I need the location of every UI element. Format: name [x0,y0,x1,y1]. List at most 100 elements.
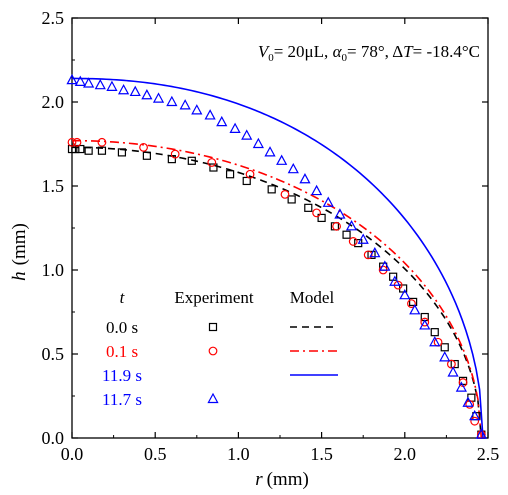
legend-label: 0.0 s [106,318,138,337]
legend-marker [208,346,218,356]
model-lines [71,77,484,439]
data-point-2 [357,233,369,244]
data-point-2 [299,173,311,184]
data-point-2 [66,73,78,85]
data-point-2 [74,75,86,86]
data-point-2 [216,115,228,127]
data-point-1 [67,137,77,147]
data-point-1 [97,137,107,147]
data-point-2 [419,319,431,330]
y-tick-label: 2.5 [42,8,65,28]
x-tick-label: 0.5 [144,444,167,464]
data-point-1 [207,158,217,167]
data-point-1 [139,142,148,152]
legend-rows: 0.0 s 0.1 s 11.9 s 11.7 s [102,318,338,409]
data-point-0 [84,146,93,155]
legend-label: 0.1 s [106,342,138,361]
data-point-2 [264,146,276,157]
model-line-2 [72,77,484,439]
data-point-0 [117,148,127,157]
legend-header-model: Model [290,288,335,307]
x-axis-title: r (mm) [255,469,309,490]
data-point-2 [409,304,421,315]
data-point-0 [287,195,296,204]
data-point-1 [170,149,180,159]
data-point-2 [141,89,153,100]
data-point-1 [348,237,358,246]
data-point-2 [455,381,467,392]
data-point-2 [191,104,203,115]
data-point-2 [166,95,178,107]
legend-header-experiment: Experiment [174,288,254,307]
data-point-2 [229,122,241,133]
data-point-2 [83,77,95,88]
data-point-1 [312,208,322,218]
data-point-0 [440,343,449,352]
data-point-2 [345,220,358,231]
data-point-0 [304,203,313,212]
x-tick-label: 0.0 [61,444,84,464]
model-line-0 [71,146,483,439]
data-point-1 [420,317,430,327]
data-point-1 [245,169,255,179]
x-tick-label: 2.5 [477,444,500,464]
data-point-0 [242,176,251,186]
data-point-2 [429,335,441,347]
data-point-1 [280,189,290,199]
data-point-0 [97,146,107,155]
data-point-2 [447,366,459,377]
data-point-2 [379,260,391,271]
legend-label: 11.7 s [102,390,142,409]
y-tick-label: 1.0 [42,260,65,280]
data-point-1 [363,250,373,260]
x-tick-label: 1.0 [227,444,250,464]
data-point-0 [76,144,85,154]
y-axis-title: h(mm) [9,223,30,281]
data-point-2 [129,85,141,97]
data-point-0 [430,328,439,337]
data-point-2 [252,137,264,149]
legend-header-t: t [120,288,126,307]
axis-ticks: 0.0 0.5 1.0 1.5 2.0 2.5 0.0 0.5 1.0 1.5 2.0 2.5 [42,8,500,464]
data-point-2 [462,396,474,407]
data-point-0 [187,156,196,165]
data-point-1 [72,137,82,147]
data-point-1 [446,359,456,369]
data-point-2 [241,129,253,140]
y-tick-label: 1.5 [42,176,65,196]
parameter-annotation: V0= 20μL, α0= 78°, ΔT= -18.4°C [258,42,480,64]
data-point-2 [117,83,130,95]
model-line-1 [71,139,483,439]
y-tick-label: 0.0 [42,428,65,448]
legend-marker [208,322,218,332]
x-tick-label: 1.5 [310,444,333,464]
data-point-0 [409,297,418,307]
data-point-2 [179,99,191,110]
data-point-1 [407,299,416,309]
data-point-2 [439,351,451,362]
data-point-2 [369,246,381,258]
data-point-2 [399,288,411,300]
data-point-2 [106,80,118,91]
data-point-1 [470,416,480,426]
data-point-0 [142,151,151,160]
data-point-0 [317,213,326,223]
data-point-0 [450,359,459,369]
x-tick-label: 2.0 [394,444,417,464]
data-point-2 [469,409,481,421]
data-point-2 [276,154,288,165]
data-point-0 [267,185,276,194]
data-point-2 [334,208,346,219]
legend: t Experiment Model 0.0 s 0.1 s 11.9 s 11.7 … [102,288,338,409]
data-point-2 [311,184,323,196]
data-point-2 [94,78,106,90]
data-point-2 [475,428,487,439]
data-point-2 [152,92,165,103]
data-point-2 [389,275,401,286]
data-point-0 [367,250,376,259]
data-point-2 [204,109,216,120]
y-tick-label: 2.0 [42,92,65,112]
legend-marker [207,392,219,404]
data-point-0 [209,163,218,172]
